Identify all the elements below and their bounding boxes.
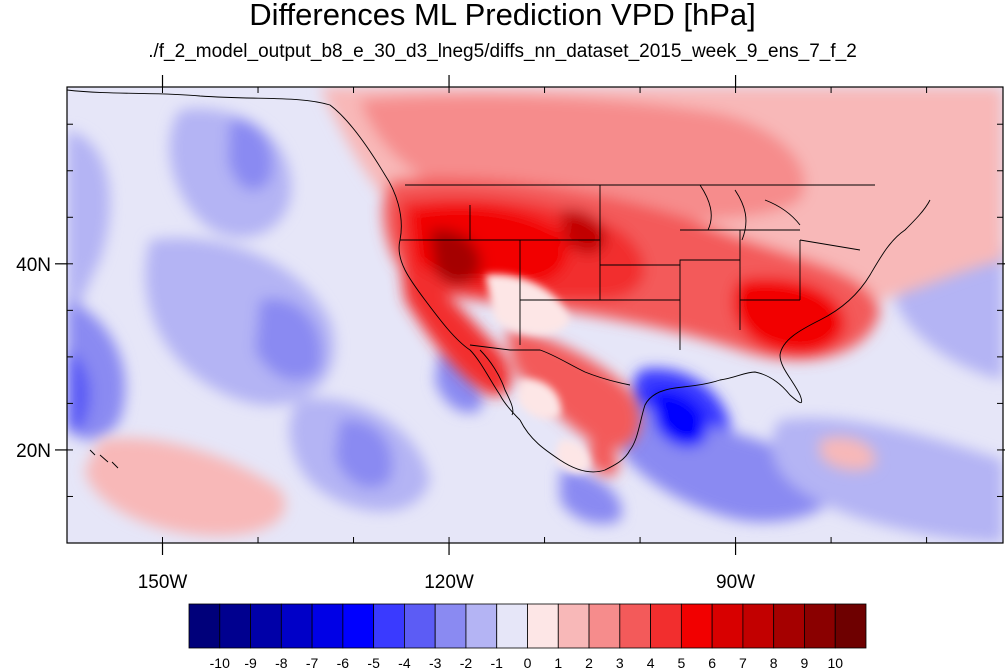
field-blob <box>518 379 561 420</box>
pacific-coastline <box>67 89 521 421</box>
field-blob <box>485 274 570 335</box>
colorbar-swatch <box>434 603 467 649</box>
colorbar-label: 0 <box>524 655 532 671</box>
colorbar-swatch <box>773 603 805 649</box>
field-blob <box>435 350 483 413</box>
colorbar-swatch <box>804 603 836 649</box>
colorbar-label: 1 <box>554 655 562 671</box>
field-blob <box>400 260 511 396</box>
colorbar-swatch <box>188 603 221 649</box>
lon-tick-label: 90W <box>716 572 755 593</box>
colorbar-label: -4 <box>398 655 411 671</box>
colorbar-swatch <box>373 603 405 649</box>
colorbar-swatch <box>650 603 682 649</box>
field-blob <box>505 330 641 450</box>
field-blob <box>560 209 606 255</box>
colorbar-swatch <box>250 603 282 649</box>
hawaii-islands <box>89 449 119 469</box>
field-blob <box>335 419 393 489</box>
field-blob <box>255 298 322 381</box>
colorbar-label: 8 <box>770 655 778 671</box>
gulf-and-atlantic-coastline <box>519 199 931 473</box>
colorbar-label: -1 <box>491 655 504 671</box>
plot-frame <box>66 86 1004 544</box>
colorbar-label: 9 <box>801 655 809 671</box>
lat-tick-label: 40N <box>16 255 51 276</box>
lon-tick-label: 150W <box>138 572 188 593</box>
colorbar-swatch <box>219 603 251 649</box>
colorbar-swatch <box>619 603 651 649</box>
baja-peninsula-coastline <box>479 349 514 416</box>
lat-tick-label: 20N <box>16 441 51 462</box>
field-blob <box>430 229 481 285</box>
map-subtitle: ./f_2_model_output_b8_e_30_d3_lneg5/diff… <box>148 41 857 62</box>
colorbar-label: 5 <box>677 655 685 671</box>
colorbar-label: -9 <box>244 655 257 671</box>
field-blob <box>560 470 622 524</box>
vpd-field <box>67 87 1003 543</box>
coastlines-and-borders <box>67 89 931 473</box>
colorbar-swatch <box>711 603 744 649</box>
field-blob <box>228 119 273 191</box>
colorbar-label: -2 <box>460 655 473 671</box>
colorbar-swatch <box>557 603 590 649</box>
colorbar-label: -8 <box>275 655 288 671</box>
axis-ticks: 150W 120W 90W 40N 20N <box>16 75 1005 593</box>
field-blob <box>67 130 110 350</box>
field-blob <box>732 277 846 355</box>
colorbar-swatch <box>280 603 313 649</box>
colorbar-swatch <box>496 603 528 649</box>
colorbar-swatch <box>465 603 498 649</box>
field-blob <box>820 436 876 471</box>
great-lakes-outline <box>699 184 801 241</box>
lon-tick-label: 120W <box>424 572 474 593</box>
colorbar-swatch <box>404 603 436 649</box>
colorbar-label: 2 <box>585 655 593 671</box>
colorbar-label: 7 <box>739 655 747 671</box>
colorbar-swatch <box>527 603 559 649</box>
colorbar-swatch <box>588 603 621 649</box>
field-blob <box>555 439 590 473</box>
colorbar-label: -3 <box>429 655 442 671</box>
colorbar-swatch <box>342 603 375 649</box>
field-blob <box>67 350 91 430</box>
field-blob <box>650 389 708 448</box>
colorbar-label: 6 <box>708 655 716 671</box>
colorbar-swatch <box>742 603 775 649</box>
colorbar-swatch <box>680 603 713 649</box>
colorbar-label: 10 <box>827 655 843 671</box>
colorbar-swatch <box>834 603 867 649</box>
colorbar: -10 -9 -8 -7 -6 -5 -4 -3 -2 -1 0 1 2 3 4 5 6 7 8 9 10 <box>188 603 867 671</box>
plot-area <box>67 87 1003 543</box>
colorbar-label: -10 <box>210 655 230 671</box>
us-mexico-border <box>469 344 631 386</box>
map-title: Differences ML Prediction VPD [hPa] <box>249 0 756 32</box>
colorbar-label: 4 <box>647 655 655 671</box>
colorbar-label: -6 <box>337 655 350 671</box>
colorbar-label: -7 <box>306 655 319 671</box>
field-blob <box>85 438 286 536</box>
colorbar-label: 3 <box>616 655 624 671</box>
colorbar-label: -5 <box>367 655 380 671</box>
colorbar-swatch <box>311 603 344 649</box>
state-borders <box>400 185 861 350</box>
